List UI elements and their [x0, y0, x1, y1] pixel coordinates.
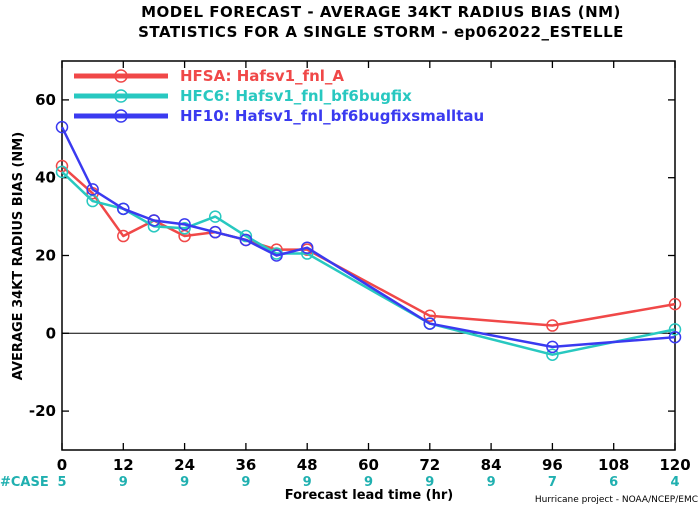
y-tick-label: 0	[46, 324, 56, 342]
legend-label-1: HFC6: Hafsv1_fnl_bf6bugfix	[180, 87, 412, 105]
y-tick-label: 60	[35, 91, 56, 109]
x-tick-label: 60	[358, 456, 379, 474]
case-count: 4	[670, 475, 679, 490]
case-count: 9	[119, 475, 128, 490]
x-tick-label: 0	[57, 456, 67, 474]
series-point-2	[147, 214, 161, 227]
series-line-1	[61, 170, 676, 356]
x-tick-label: 84	[481, 456, 502, 474]
x-tick-label: 72	[419, 456, 440, 474]
x-tick-label: 12	[113, 456, 134, 474]
series-line-0	[61, 165, 676, 327]
chart-title-line-2: STATISTICS FOR A SINGLE STORM - ep062022…	[138, 23, 624, 41]
y-tick-label: 20	[35, 247, 56, 265]
series-point-2	[178, 218, 191, 231]
series-point-1	[178, 222, 191, 235]
case-count: 9	[180, 475, 189, 490]
series-line-2	[60, 126, 676, 349]
y-axis-label: AVERAGE 34KT RADIUS BIAS (NM)	[11, 132, 26, 380]
series-point-0	[55, 159, 69, 173]
series-point-1	[546, 348, 559, 361]
case-count: 9	[487, 475, 496, 490]
legend-marker-1	[114, 89, 128, 103]
legend-label-2: HF10: Hafsv1_fnl_bf6bugfixsmalltau	[180, 107, 484, 125]
series-point-1	[209, 210, 222, 223]
case-count: 9	[303, 475, 312, 490]
legend-label-0: HFSA: Hafsv1_fnl_A	[180, 67, 344, 85]
case-count: 9	[425, 475, 434, 490]
series-point-2	[117, 202, 130, 216]
series-point-2	[423, 317, 437, 330]
series-point-1	[55, 165, 69, 179]
case-count: 6	[609, 475, 618, 490]
x-tick-label: 96	[542, 456, 563, 474]
axis-ticks: 0 12 24 36 48 60 72 84 96 108 120 -20 0 20 40 60	[29, 61, 691, 474]
credit-text: Hurricane project - NOAA/NCEP/EMC	[535, 495, 698, 505]
x-tick-label: 108	[598, 456, 629, 474]
case-counts: #CASE 5 9 9 9 9 9 9 9 7 6 4	[0, 475, 680, 490]
series-point-2	[270, 249, 283, 262]
series-point-1	[239, 229, 253, 243]
legend-marker-2	[114, 109, 128, 123]
case-count: 9	[241, 475, 250, 490]
x-tick-label: 24	[174, 456, 195, 474]
series-point-2	[209, 225, 222, 239]
case-count: 5	[57, 475, 66, 490]
series-point-2	[546, 340, 559, 354]
series-point-0	[546, 319, 559, 332]
chart-title-line-1: MODEL FORECAST - AVERAGE 34KT RADIUS BIA…	[141, 3, 621, 21]
x-tick-label: 48	[297, 456, 318, 474]
x-tick-label: 36	[235, 456, 256, 474]
series-point-2	[55, 120, 69, 134]
legend-marker-0	[114, 69, 128, 83]
legend: HFSA: Hafsv1_fnl_A HFC6: Hafsv1_fnl_bf6bu…	[74, 67, 484, 125]
series-point-2	[668, 330, 682, 344]
x-axis-label: Forecast lead time (hr)	[285, 488, 453, 503]
series-point-2	[300, 241, 314, 254]
series-point-0	[423, 309, 437, 323]
x-tick-label: 120	[659, 456, 690, 474]
series-point-0	[117, 229, 130, 243]
case-label: #CASE	[0, 475, 49, 490]
y-tick-label: 40	[35, 169, 56, 187]
series-point-2	[86, 183, 99, 196]
y-tick-label: -20	[29, 402, 56, 420]
series-group	[55, 120, 682, 361]
case-count: 9	[364, 475, 373, 490]
case-count: 7	[548, 475, 557, 490]
series-point-2	[239, 233, 253, 247]
series-point-0	[668, 297, 682, 311]
series-point-1	[668, 323, 682, 336]
